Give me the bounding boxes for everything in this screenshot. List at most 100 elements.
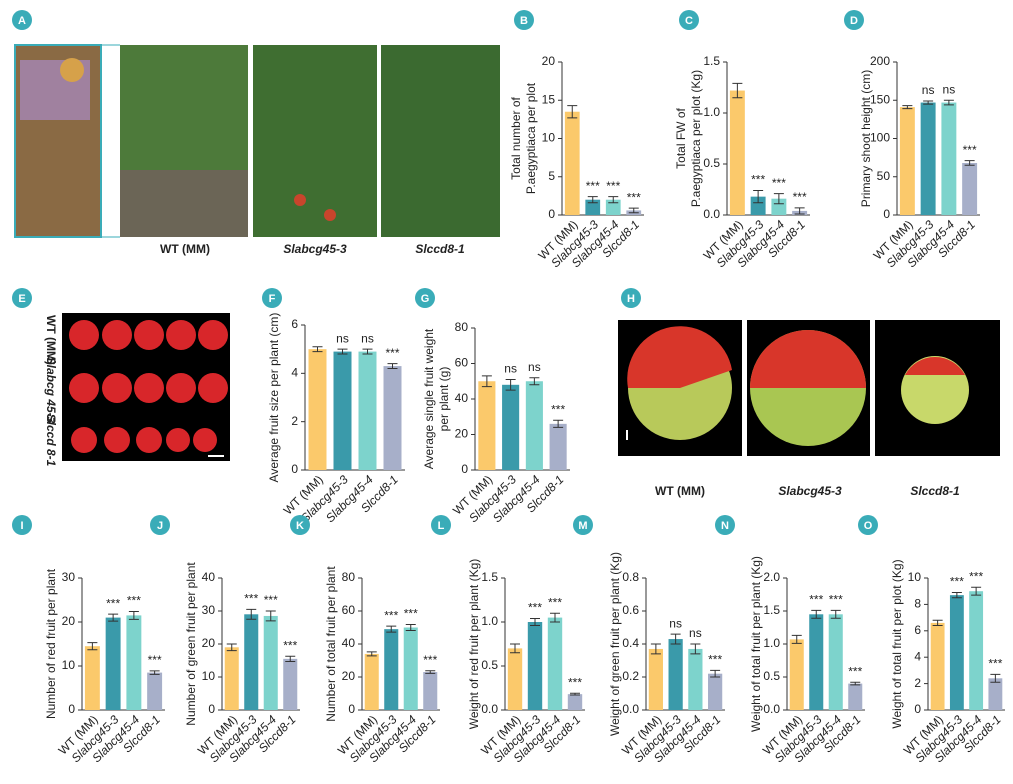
panel-badge — [573, 515, 593, 535]
error-bar — [650, 643, 661, 655]
significance: *** — [627, 190, 641, 204]
panel-badge — [262, 288, 282, 308]
y-tick-label: 8 — [914, 597, 921, 611]
bar — [729, 90, 745, 215]
y-tick-label: 60 — [455, 356, 469, 370]
significance: *** — [751, 173, 765, 187]
significance: *** — [988, 657, 1002, 671]
significance: *** — [969, 569, 983, 583]
panel-letter: F — [269, 293, 276, 305]
significance: *** — [384, 608, 398, 622]
bar — [507, 648, 523, 710]
error-bar — [405, 624, 416, 631]
photo-a — [14, 44, 500, 238]
y-tick-label: 10 — [62, 658, 76, 672]
panel-badge — [12, 515, 32, 535]
photo-label: WT (MM) — [655, 484, 705, 498]
y-tick-label: 1.5 — [703, 54, 720, 68]
error-bar — [923, 100, 934, 105]
panel-letter: D — [850, 15, 858, 27]
significance: *** — [404, 607, 418, 621]
y-tick-label: 0 — [291, 462, 298, 476]
panel-badge — [715, 515, 735, 535]
bar — [848, 683, 863, 710]
error-bar — [529, 377, 540, 386]
bar — [605, 199, 621, 215]
bar — [364, 653, 379, 710]
significance: *** — [568, 675, 582, 689]
bar — [750, 196, 766, 215]
error-bar — [386, 625, 397, 633]
panel-letter: L — [438, 520, 445, 532]
y-tick-label: 20 — [62, 614, 76, 628]
y-axis-label: per plant (g) — [437, 367, 451, 432]
bar — [648, 648, 663, 710]
y-tick-label: 10 — [908, 570, 922, 584]
y-tick-label: 40 — [342, 636, 356, 650]
significance: *** — [283, 638, 297, 652]
significance: *** — [809, 593, 823, 607]
panel-letter: N — [721, 520, 729, 532]
significance: *** — [548, 595, 562, 609]
photo-label: Slccd 8-1 — [44, 414, 58, 467]
photo-label: Slabcg45-3 — [283, 242, 347, 256]
significance: *** — [264, 593, 278, 607]
bar — [283, 658, 298, 710]
error-bar — [850, 681, 861, 686]
significance: ns — [336, 331, 349, 345]
error-bar — [811, 609, 822, 619]
y-tick-label: 0 — [208, 702, 215, 716]
error-bar — [791, 634, 802, 644]
error-bar — [553, 419, 564, 428]
error-bar — [830, 609, 841, 619]
bar — [358, 351, 377, 470]
error-bar — [510, 643, 520, 654]
error-bar — [670, 633, 681, 645]
error-bar — [87, 642, 98, 651]
bar — [564, 111, 580, 215]
y-axis-label: Weight of total fruit per plant (Kg) — [749, 556, 763, 732]
bar — [384, 629, 399, 710]
y-tick-label: 0 — [883, 207, 890, 221]
y-tick-label: 80 — [455, 320, 469, 334]
bar — [962, 162, 978, 215]
panel-letter: O — [864, 520, 873, 532]
error-bar — [964, 160, 975, 166]
y-axis-label: Total number of — [509, 96, 523, 179]
bar — [828, 614, 843, 710]
photo-label: WT (MM) — [160, 242, 210, 256]
panel-badge — [12, 10, 32, 30]
y-tick-label: 5 — [548, 169, 555, 183]
y-tick-label: 40 — [202, 570, 216, 584]
significance: *** — [950, 575, 964, 589]
bar — [949, 595, 964, 710]
panel-badge — [12, 288, 32, 308]
error-bar — [570, 692, 580, 696]
bar — [478, 381, 496, 470]
y-tick-label: 6 — [914, 623, 921, 637]
y-tick-label: 20 — [542, 54, 556, 68]
y-tick-label: 0.0 — [622, 702, 639, 716]
error-bar — [366, 651, 377, 657]
panel-letter: B — [520, 15, 528, 27]
panel-letter: I — [20, 520, 23, 532]
bar — [525, 381, 543, 470]
y-axis-label: Number of red fruit per plant — [44, 568, 58, 719]
y-tick-label: 0.5 — [703, 156, 720, 170]
bar — [688, 648, 703, 710]
bar — [423, 672, 438, 710]
bar — [527, 622, 543, 710]
y-axis-label: Total FW of — [674, 107, 688, 168]
y-axis-label: Average single fruit weight — [422, 328, 436, 469]
panel-badge — [431, 515, 451, 535]
error-bar — [932, 619, 943, 627]
photo-label: Slccd8-1 — [415, 242, 465, 256]
y-tick-label: 0.8 — [622, 570, 639, 584]
error-bar — [971, 586, 982, 596]
y-tick-label: 0.4 — [622, 636, 639, 650]
panel-badge — [415, 288, 435, 308]
bar — [930, 622, 945, 710]
bar — [585, 199, 601, 215]
bar — [809, 614, 824, 710]
error-bar — [587, 196, 598, 204]
